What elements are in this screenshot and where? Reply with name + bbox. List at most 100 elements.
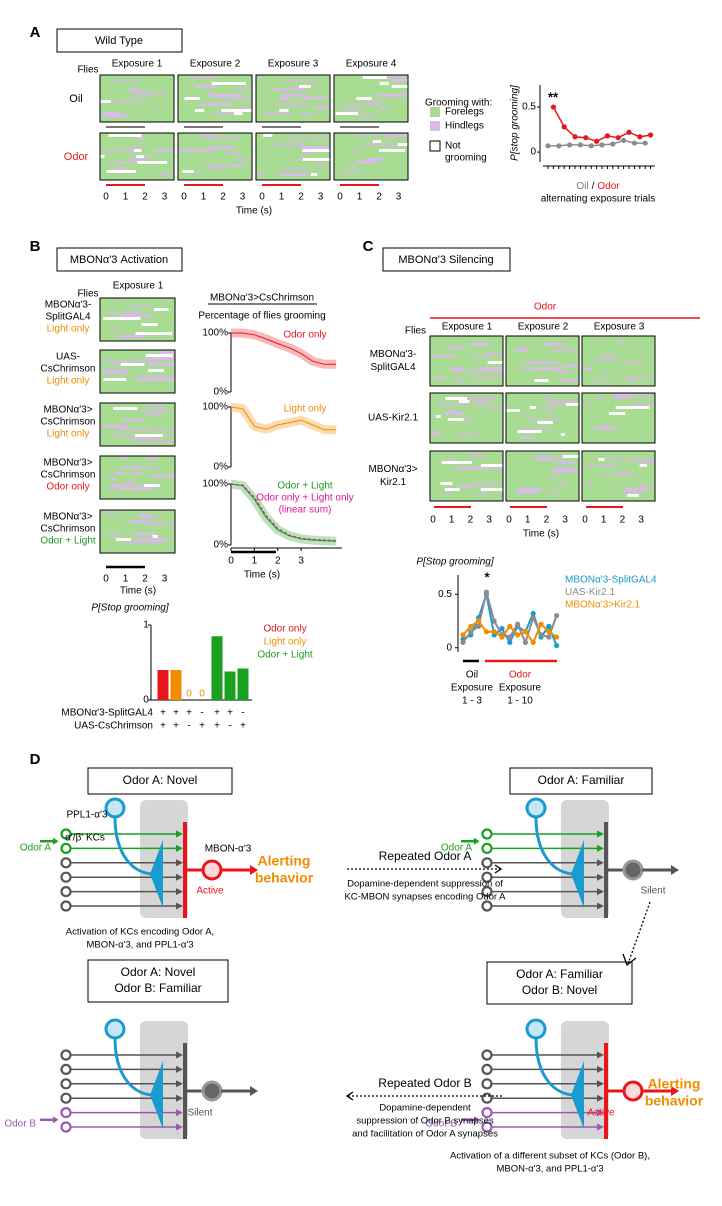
raster-stripe — [557, 461, 574, 464]
raster-stripe — [302, 149, 330, 152]
raster-stripe — [301, 79, 318, 82]
raster-stripe — [442, 491, 453, 494]
time-tick-label: 3 — [486, 515, 492, 526]
row-label: CsChrimson — [40, 470, 95, 481]
behavior-label: Alerting — [648, 1076, 701, 1092]
raster-stripe — [143, 378, 175, 381]
raster-stripe — [445, 397, 468, 400]
row-label: MBONα'3> — [368, 464, 417, 475]
raster-frame — [177, 132, 253, 181]
raster-stripe — [134, 91, 167, 94]
legend-label: UAS-Kir2.1 — [565, 587, 615, 598]
time-tick-label: 3 — [162, 192, 168, 203]
raster-stripe — [514, 349, 527, 352]
raster-stripe — [341, 170, 362, 173]
trace-label: Odor only — [283, 330, 326, 341]
raster-stripe — [208, 94, 241, 97]
transition-title: Repeated Odor B — [378, 1076, 471, 1090]
legend-label: Light only — [264, 637, 307, 648]
raster-stripe — [132, 472, 142, 475]
raster-stripe — [488, 406, 503, 409]
group-label: Exposure — [499, 683, 542, 694]
legend-label: Not — [445, 141, 461, 152]
kc-synapse — [597, 844, 604, 852]
raster-stripe — [106, 487, 124, 490]
raster-stripe — [598, 458, 605, 461]
raster-stripe — [146, 457, 158, 460]
raster-stripe — [539, 409, 558, 412]
kc-synapse — [597, 1065, 604, 1073]
exposure-header: Exposure 3 — [268, 59, 319, 70]
time-tick-label: 3 — [162, 574, 168, 585]
legend-label: Hindlegs — [445, 121, 484, 132]
raster-stripe — [211, 82, 246, 85]
trace-line — [230, 483, 337, 542]
data-point — [476, 618, 482, 624]
value-label: 0 — [199, 689, 205, 700]
raster-stripe — [280, 167, 307, 170]
label-box — [486, 961, 633, 1005]
time-tick-label: 1 — [123, 574, 129, 585]
raster-stripe — [516, 491, 537, 494]
kc-synapse — [597, 1123, 604, 1131]
group-label: Odor — [509, 670, 532, 681]
raster-frame — [99, 349, 176, 394]
data-point — [561, 124, 567, 130]
data-point — [546, 629, 552, 635]
transition-text: Dopamine-dependent suppression of — [347, 879, 503, 890]
traces-header: MBONα'3>CsChrimson — [210, 293, 314, 304]
raster-stripe — [542, 343, 566, 346]
kc-synapse — [597, 830, 604, 838]
time-tick-label: 2 — [220, 192, 226, 203]
raster-stripe — [308, 152, 314, 155]
row-label: MBONα'3> — [43, 458, 92, 469]
genotype-sign: + — [160, 721, 166, 732]
time-tick-label: 0 — [430, 515, 436, 526]
raster-stripe — [151, 475, 175, 478]
raster-bg — [430, 451, 503, 501]
kc — [481, 1092, 493, 1104]
raster-stripe — [288, 137, 306, 140]
raster-stripe — [298, 85, 311, 88]
time-tick-label: 0 — [103, 574, 109, 585]
panel-letter: D — [30, 751, 41, 768]
raster-stripe — [103, 378, 127, 381]
legend-label: Odor only — [263, 624, 306, 635]
data-point — [507, 634, 513, 640]
mbon — [622, 859, 644, 881]
data-point — [515, 632, 521, 638]
raster-stripe — [115, 428, 152, 431]
data-point — [588, 143, 594, 149]
raster-stripe — [376, 94, 408, 97]
time-tick-label: 3 — [638, 515, 644, 526]
raster-stripe — [273, 88, 305, 91]
y-tick-label: 0.5 — [438, 589, 452, 600]
x-label-part: Odor — [597, 181, 620, 192]
raster-stripe — [277, 173, 308, 176]
bar — [211, 636, 223, 700]
ppl1 — [104, 1018, 126, 1040]
raster-stripe — [120, 457, 127, 460]
raster-stripe — [120, 363, 145, 366]
raster-stripe — [140, 410, 169, 413]
data-point — [499, 634, 505, 640]
raster-stripe — [622, 491, 643, 494]
mbon-dendrite — [604, 822, 608, 918]
time-tick-label: 1 — [201, 192, 207, 203]
transition-text: Dopamine-dependent — [379, 1103, 471, 1114]
raster-stripe — [545, 491, 560, 494]
time-tick-label: 3 — [318, 192, 324, 203]
raster-stripe — [119, 487, 124, 490]
raster-stripe — [285, 79, 306, 82]
raster-stripe — [557, 455, 579, 458]
kc — [60, 871, 72, 883]
raster-stripe — [471, 455, 487, 458]
raster-bg — [256, 133, 330, 180]
raster-stripe — [145, 354, 173, 357]
raster-stripe — [158, 351, 175, 354]
row-label: MBONα'3> — [43, 405, 92, 416]
time-tick-label: 3 — [562, 515, 568, 526]
data-point — [631, 140, 638, 146]
dotted-arrow — [627, 901, 651, 965]
raster-stripe — [484, 352, 503, 355]
